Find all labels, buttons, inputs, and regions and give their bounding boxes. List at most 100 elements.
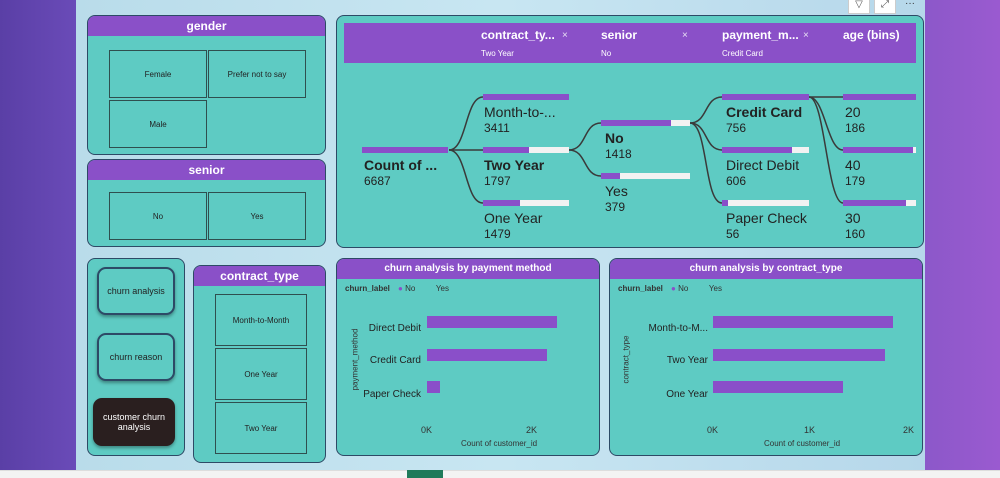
customer-churn-analysis-button[interactable]: customer churn analysis (93, 398, 175, 446)
level-header-age[interactable]: age (bins) (843, 28, 900, 42)
node-value-root: 6687 (364, 174, 391, 188)
filter-icon[interactable]: ▽ (848, 0, 870, 14)
node-value-month-to-month: 3411 (484, 121, 510, 135)
senior-slicer: senior No Yes (87, 159, 326, 247)
category-label: Credit Card (369, 355, 421, 366)
category-label: Month-to-M... (648, 323, 708, 334)
node-label-age-20[interactable]: 20 (845, 104, 861, 120)
close-icon[interactable]: × (562, 30, 568, 41)
decomposition-tree: contract_ty... Two Year × senior No × pa… (336, 15, 924, 248)
category-label: One Year (666, 389, 708, 400)
node-value-credit-card: 756 (726, 121, 747, 135)
contract-type-slicer-title: contract_type (194, 266, 325, 286)
node-bar-root (362, 147, 448, 153)
contract-type-slicer: contract_type Month-to-Month One Year Tw… (193, 265, 326, 463)
contract-option-one-year[interactable]: One Year (215, 348, 307, 400)
more-options-icon[interactable]: ··· (905, 0, 915, 9)
node-label-month-to-month[interactable]: Month-to-... (484, 104, 556, 120)
node-bar-two-year (483, 147, 569, 153)
gender-slicer-title: gender (88, 16, 325, 36)
gender-option-female[interactable]: Female (109, 50, 207, 98)
senior-option-yes[interactable]: Yes (208, 192, 306, 240)
churn-analysis-button[interactable]: churn analysis (97, 267, 175, 315)
gender-slicer: gender Female Prefer not to say Male (87, 15, 326, 155)
level-selected-senior: No (601, 49, 612, 58)
bar-month-to-month[interactable] (713, 316, 893, 328)
bar-credit-card[interactable] (427, 349, 547, 361)
node-bar-age-20 (843, 94, 916, 100)
bar-direct-debit[interactable] (427, 316, 557, 328)
bar-paper-check[interactable] (427, 381, 440, 393)
node-label-one-year[interactable]: One Year (484, 210, 543, 226)
node-value-age-40: 179 (845, 174, 866, 188)
node-label-senior-no[interactable]: No (605, 130, 624, 146)
active-page-tab[interactable] (407, 470, 443, 478)
node-value-direct-debit: 606 (726, 174, 747, 188)
node-bar-month-to-month (483, 94, 569, 100)
node-bar-age-40 (843, 147, 916, 153)
gender-option-prefer-not-to-say[interactable]: Prefer not to say (208, 50, 306, 98)
legend-item-no[interactable]: ● No (398, 284, 416, 293)
bottom-tab-strip (0, 470, 1000, 478)
x-axis-label: Count of customer_id (461, 439, 538, 448)
x-tick: 2K (903, 425, 915, 435)
node-value-paper-check: 56 (726, 227, 740, 241)
legend-title: churn_label (345, 284, 390, 293)
focus-mode-icon[interactable]: ⤢ (874, 0, 896, 14)
node-label-direct-debit[interactable]: Direct Debit (726, 157, 800, 173)
node-bar-credit-card (722, 94, 809, 100)
legend-item-yes[interactable]: ● Yes (429, 284, 449, 293)
level-header-contract[interactable]: contract_ty... (481, 28, 555, 42)
legend-item-no[interactable]: ● No (671, 284, 689, 293)
contract-option-two-year[interactable]: Two Year (215, 402, 307, 454)
category-label: Direct Debit (368, 323, 421, 334)
contract-option-month-to-month[interactable]: Month-to-Month (215, 294, 307, 346)
node-label-two-year[interactable]: Two Year (484, 157, 545, 173)
node-bar-one-year (483, 200, 569, 206)
node-bar-senior-no (601, 120, 690, 126)
level-selected-contract: Two Year (481, 49, 514, 58)
node-label-paper-check[interactable]: Paper Check (726, 210, 807, 226)
level-header-payment[interactable]: payment_m... (722, 28, 799, 42)
contract-type-chart: churn analysis by contract_type churn_la… (609, 258, 923, 456)
x-axis-label: Count of customer_id (764, 439, 841, 448)
legend-item-yes[interactable]: ● Yes (702, 284, 722, 293)
x-tick: 0K (421, 425, 433, 435)
node-label-credit-card[interactable]: Credit Card (726, 104, 803, 120)
node-label-root[interactable]: Count of ... (364, 157, 438, 173)
node-value-two-year: 1797 (484, 174, 511, 188)
gender-option-male[interactable]: Male (109, 100, 207, 148)
node-label-age-30[interactable]: 30 (845, 210, 861, 226)
bar-two-year[interactable] (713, 349, 885, 361)
node-label-senior-yes[interactable]: Yes (605, 183, 628, 199)
node-value-senior-no: 1418 (605, 147, 632, 161)
node-bar-direct-debit (722, 147, 809, 153)
category-label: Paper Check (363, 389, 421, 400)
payment-chart-title: churn analysis by payment method (337, 259, 599, 279)
x-tick: 2K (526, 425, 538, 435)
close-icon[interactable]: × (682, 30, 688, 41)
x-tick: 1K (804, 425, 816, 435)
senior-slicer-title: senior (88, 160, 325, 180)
node-bar-paper-check (722, 200, 809, 206)
category-label: Two Year (666, 355, 708, 366)
contract-chart-title: churn analysis by contract_type (610, 259, 922, 279)
bar-one-year[interactable] (713, 381, 843, 393)
node-value-senior-yes: 379 (605, 200, 626, 214)
level-header-senior[interactable]: senior (601, 28, 638, 42)
level-selected-payment: Credit Card (722, 49, 763, 58)
close-icon[interactable]: × (803, 30, 809, 41)
navigation-panel: churn analysis churn reason customer chu… (87, 258, 185, 456)
payment-method-chart: churn analysis by payment method churn_l… (336, 258, 600, 456)
node-value-age-30: 160 (845, 227, 866, 241)
node-value-one-year: 1479 (484, 227, 511, 241)
tree-header-bar (344, 23, 916, 63)
x-tick: 0K (707, 425, 719, 435)
node-label-age-40[interactable]: 40 (845, 157, 861, 173)
node-value-age-20: 186 (845, 121, 866, 135)
churn-reason-button[interactable]: churn reason (97, 333, 175, 381)
node-bar-age-30 (843, 200, 916, 206)
node-bar-senior-yes (601, 173, 690, 179)
legend-title: churn_label (618, 284, 663, 293)
senior-option-no[interactable]: No (109, 192, 207, 240)
